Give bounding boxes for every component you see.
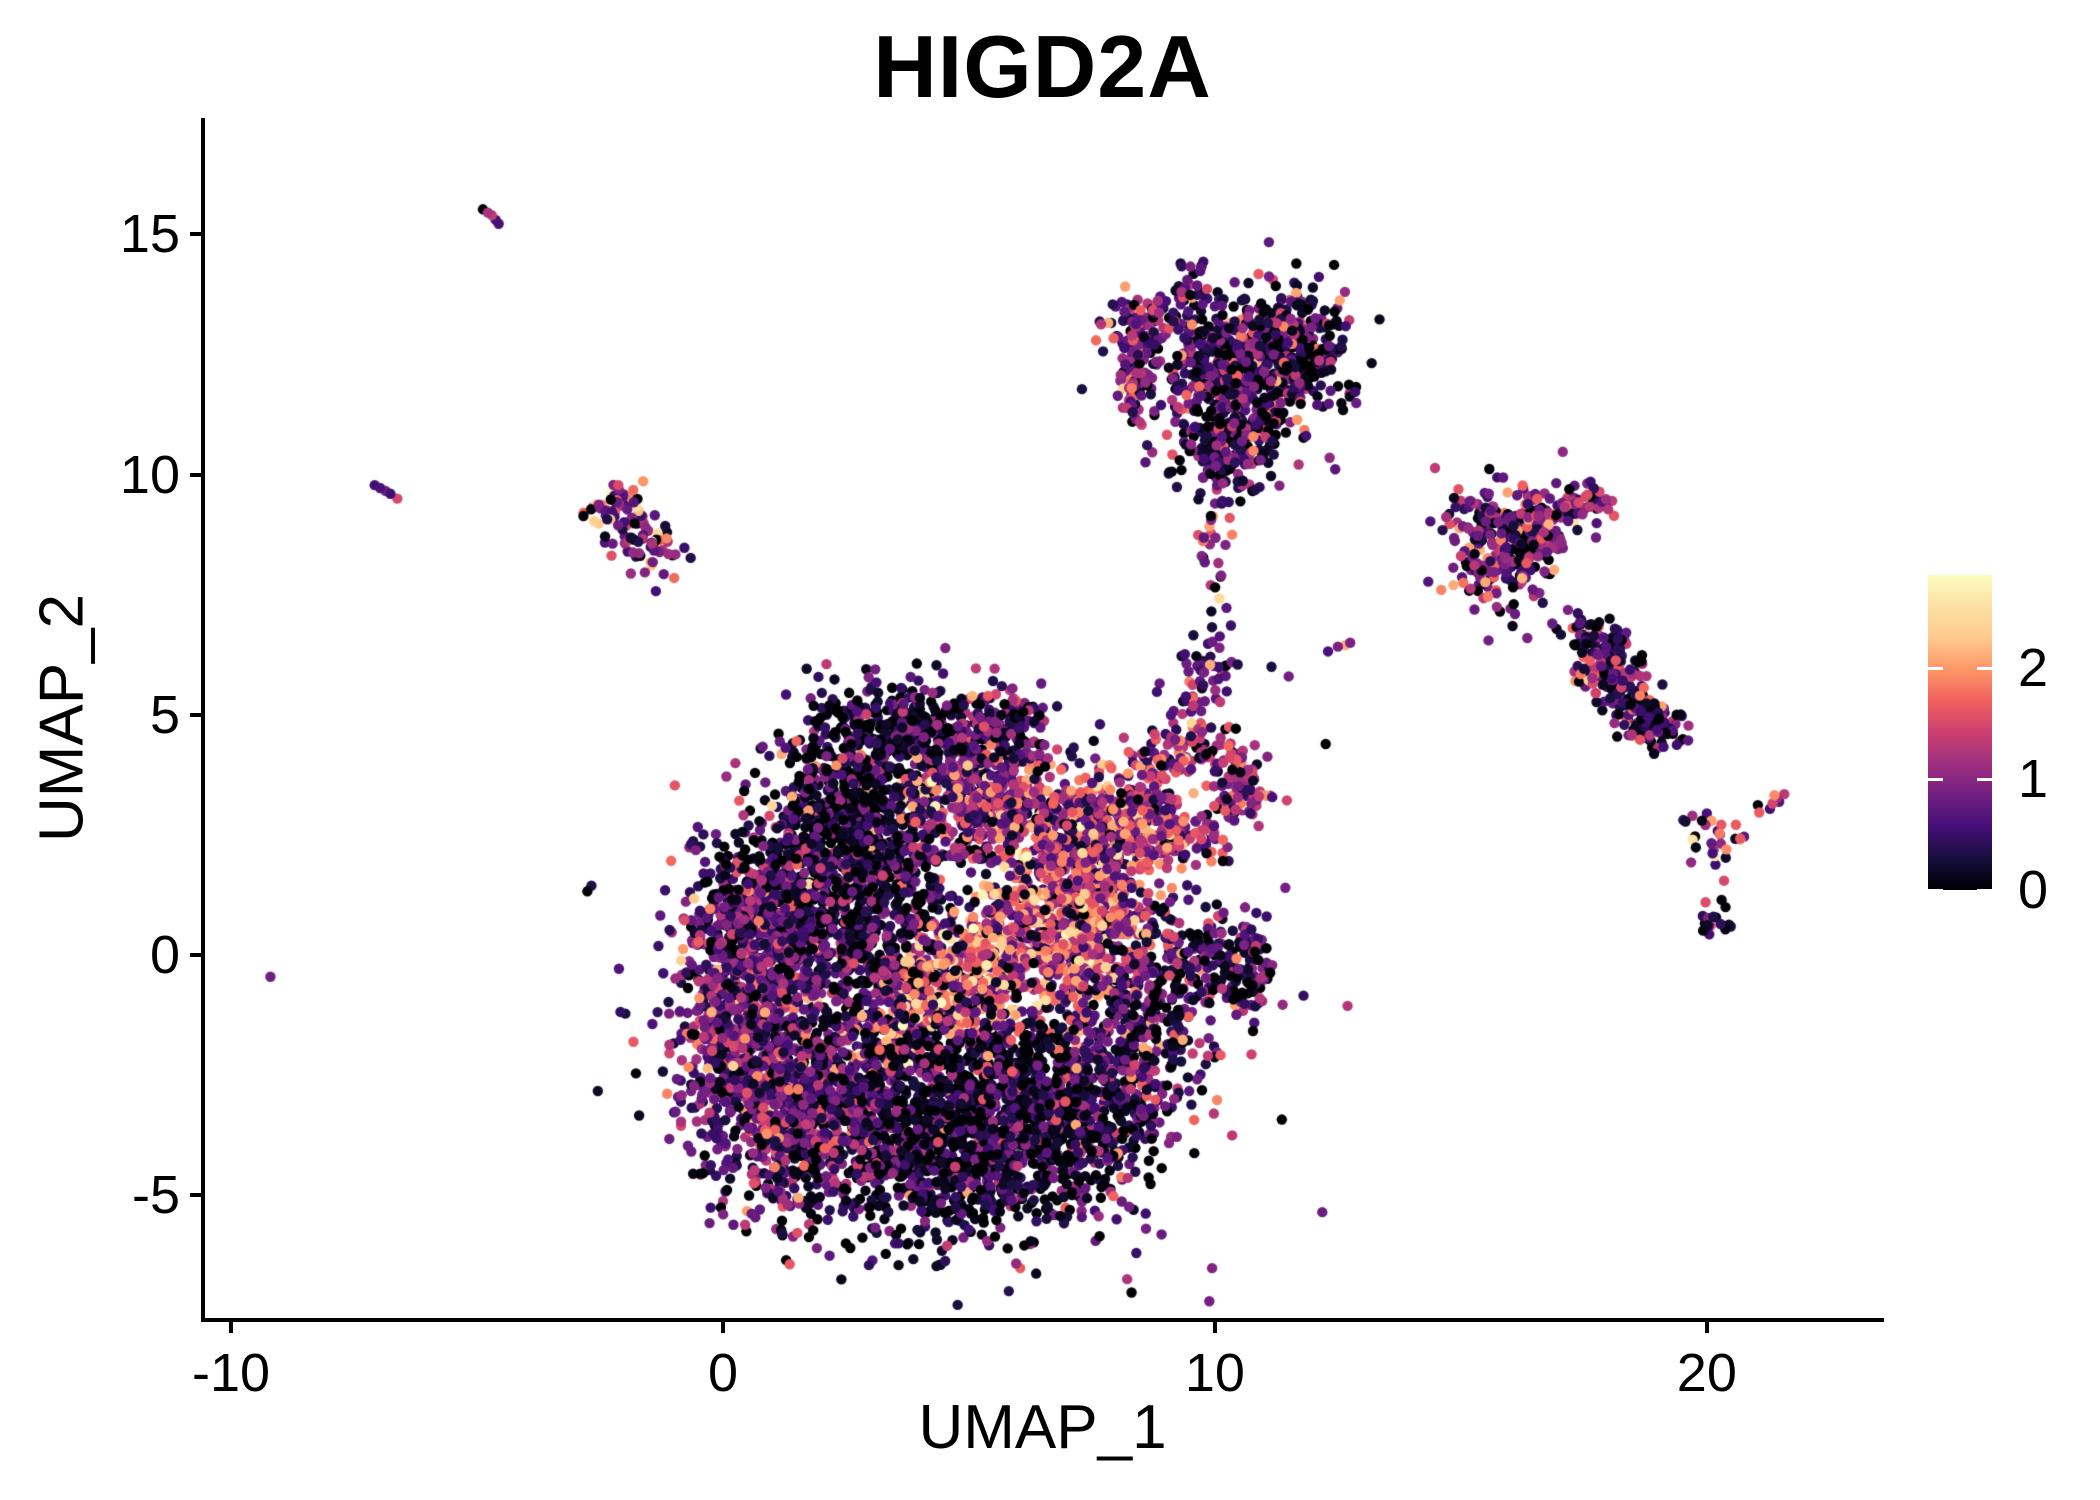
y-tick-label: 15 <box>119 204 180 265</box>
legend-tick-mark <box>1928 888 1943 892</box>
x-axis-line <box>201 1318 1884 1322</box>
y-tick-label: 0 <box>149 925 180 986</box>
legend-tick-mark <box>1977 888 1992 892</box>
x-tick-label: 20 <box>1676 1343 1737 1403</box>
legend-tick-mark <box>1977 777 1992 781</box>
x-tick-label: -10 <box>192 1343 271 1403</box>
y-tick-mark <box>190 712 205 717</box>
y-tick-mark <box>190 472 205 477</box>
x-axis-title: UMAP_1 <box>918 1393 1167 1462</box>
x-tick-label: 0 <box>707 1343 738 1403</box>
legend-tick-label: 0 <box>2018 860 2049 920</box>
legend-tick-mark <box>1977 666 1992 670</box>
x-tick-mark <box>229 1318 234 1333</box>
x-tick-label: 10 <box>1184 1343 1245 1403</box>
x-tick-mark <box>1704 1318 1709 1333</box>
y-tick-label: 5 <box>149 684 180 745</box>
x-tick-mark <box>1212 1318 1217 1333</box>
legend-tick-label: 2 <box>2018 638 2049 699</box>
y-tick-mark <box>190 232 205 237</box>
plot-title: HIGD2A <box>873 17 1212 116</box>
y-tick-label: -5 <box>131 1165 180 1226</box>
y-tick-mark <box>190 1193 205 1198</box>
legend-gradient-bar <box>1928 575 1992 890</box>
legend-tick-label: 1 <box>2018 749 2049 810</box>
legend-tick-mark <box>1928 777 1943 781</box>
y-axis-line <box>201 118 205 1322</box>
y-axis-title: UMAP_2 <box>27 593 97 843</box>
y-tick-mark <box>190 953 205 958</box>
x-tick-mark <box>720 1318 725 1333</box>
y-tick-label: 10 <box>119 444 180 505</box>
legend-tick-mark <box>1928 666 1943 670</box>
